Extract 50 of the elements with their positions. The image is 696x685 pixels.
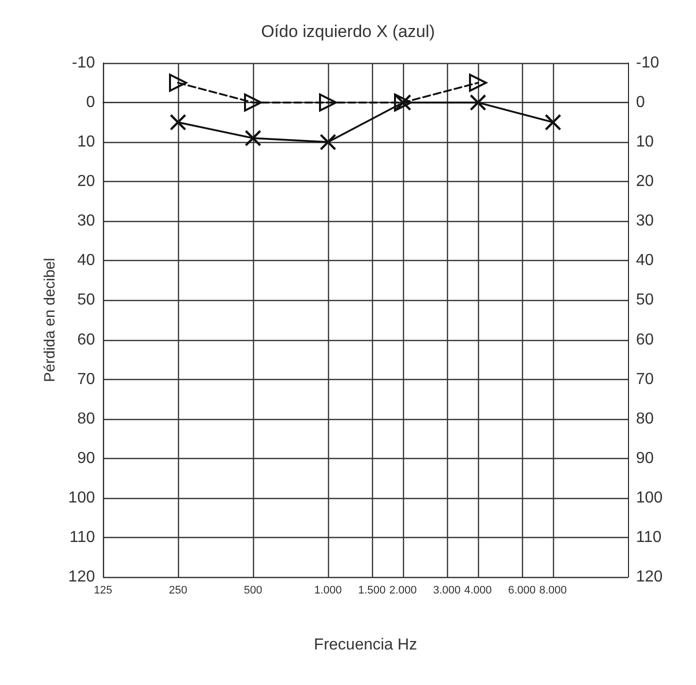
y2-tick-label: 110 (636, 528, 662, 546)
x-tick-label: 4.000 (464, 584, 492, 596)
y2-tick-label: 30 (636, 212, 654, 230)
y2-tick-label: 90 (636, 450, 654, 467)
x-tick-label: 2.000 (389, 584, 417, 596)
y-tick-label: 100 (68, 489, 96, 506)
point (170, 114, 186, 130)
y-tick-label: 110 (69, 528, 96, 546)
y-axis-title: Pérdida en decibel (41, 258, 58, 382)
y2-tick-label: 0 (636, 94, 645, 112)
y2-tick-label: 20 (636, 173, 654, 190)
x-tick-label: 125 (94, 584, 112, 596)
y2-tick-label: 10 (636, 134, 654, 151)
y2-tick-label: 60 (636, 331, 654, 348)
y-tick-label: 90 (77, 450, 96, 467)
y2-tick-label: 120 (636, 568, 663, 586)
x-tick-label: 8.000 (539, 584, 567, 596)
y-tick-label: 60 (77, 331, 96, 348)
y2-tick-label: 80 (636, 410, 654, 428)
point (319, 94, 337, 112)
x-tick-label: 250 (168, 584, 188, 596)
x-tick-label: 500 (244, 584, 262, 596)
point (469, 74, 487, 92)
point (545, 114, 561, 130)
y-tick-label: 0 (86, 94, 96, 112)
x-tick-label: 1.000 (314, 584, 342, 596)
y-tick-label: 80 (77, 410, 96, 428)
point (470, 94, 486, 111)
point (320, 134, 336, 150)
point (245, 130, 261, 146)
y2-tick-label: 50 (636, 292, 654, 309)
point (244, 94, 262, 112)
y-tick-label: 20 (77, 173, 96, 190)
y-tick-label: 40 (77, 252, 96, 270)
y-tick-label: 120 (68, 568, 96, 586)
y-tick-label: -10 (72, 54, 96, 72)
point (169, 74, 187, 92)
y2-tick-label: 40 (636, 252, 654, 270)
y2-tick-label: 70 (636, 370, 654, 388)
chart-title: Oído izquierdo X (azul) (261, 22, 435, 41)
y2-tick-label: 100 (636, 489, 663, 506)
x-tick-label: 6.000 (508, 584, 536, 596)
x-axis-title: Frecuencia Hz (314, 636, 418, 654)
x-tick-label: 3.000 (433, 584, 461, 596)
y2-tick-label: -10 (636, 54, 660, 72)
y-tick-label: 50 (77, 292, 96, 309)
y-tick-label: 10 (77, 134, 96, 151)
y-tick-label: 30 (77, 212, 96, 230)
x-tick-label: 1.500 (358, 584, 386, 596)
y-tick-label: 70 (77, 370, 96, 388)
